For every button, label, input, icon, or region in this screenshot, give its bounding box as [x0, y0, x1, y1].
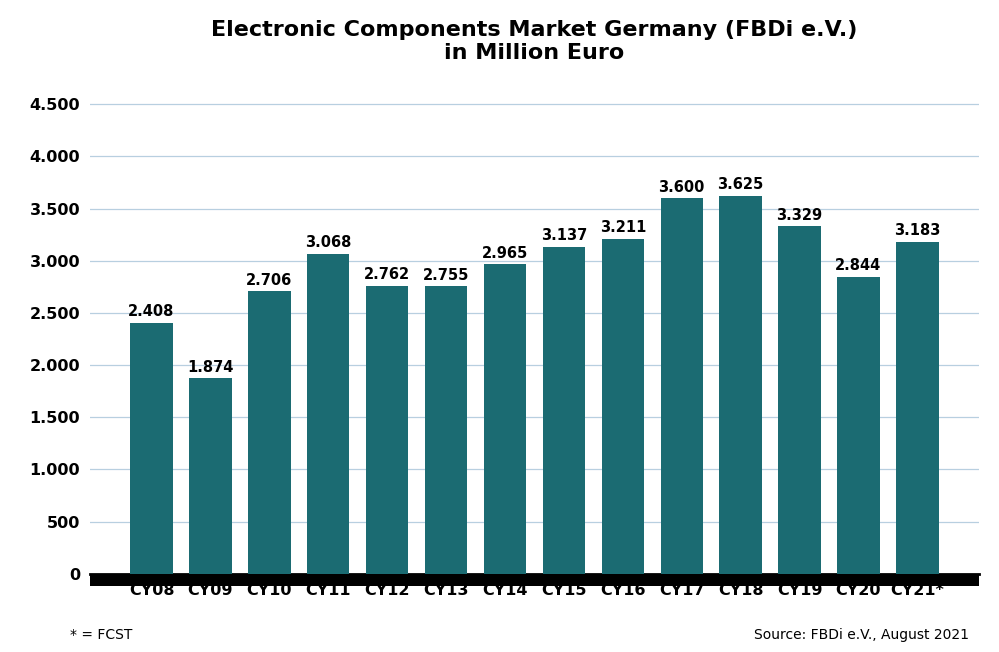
Bar [778, 226, 821, 574]
Text: 2.706: 2.706 [246, 273, 293, 288]
Text: 3.329: 3.329 [776, 208, 822, 223]
Text: 2.408: 2.408 [128, 304, 175, 319]
Bar [90, 574, 979, 586]
Bar [307, 254, 350, 574]
Bar [660, 198, 703, 574]
Text: 2.844: 2.844 [835, 258, 881, 273]
Text: 2.755: 2.755 [423, 268, 470, 283]
Bar [601, 239, 644, 574]
Bar [542, 246, 585, 574]
Text: 2.965: 2.965 [482, 246, 528, 261]
Text: 3.183: 3.183 [894, 223, 941, 238]
Title: Electronic Components Market Germany (FBDi e.V.)
in Million Euro: Electronic Components Market Germany (FB… [211, 20, 858, 63]
Bar [366, 286, 409, 574]
Bar [719, 196, 762, 574]
Text: 3.600: 3.600 [658, 179, 705, 194]
Text: 3.625: 3.625 [717, 177, 764, 192]
Text: * = FCST: * = FCST [70, 629, 132, 642]
Text: 2.762: 2.762 [364, 267, 411, 282]
Text: Source: FBDi e.V., August 2021: Source: FBDi e.V., August 2021 [754, 629, 969, 642]
Bar [248, 291, 291, 574]
Text: 3.068: 3.068 [305, 235, 352, 250]
Text: 3.137: 3.137 [540, 228, 587, 243]
Bar [484, 265, 526, 574]
Bar [189, 378, 232, 574]
Bar [837, 277, 880, 574]
Text: 3.211: 3.211 [599, 220, 646, 235]
Bar [130, 323, 173, 574]
Bar [896, 242, 939, 574]
Bar [425, 286, 468, 574]
Text: 1.874: 1.874 [187, 360, 234, 375]
